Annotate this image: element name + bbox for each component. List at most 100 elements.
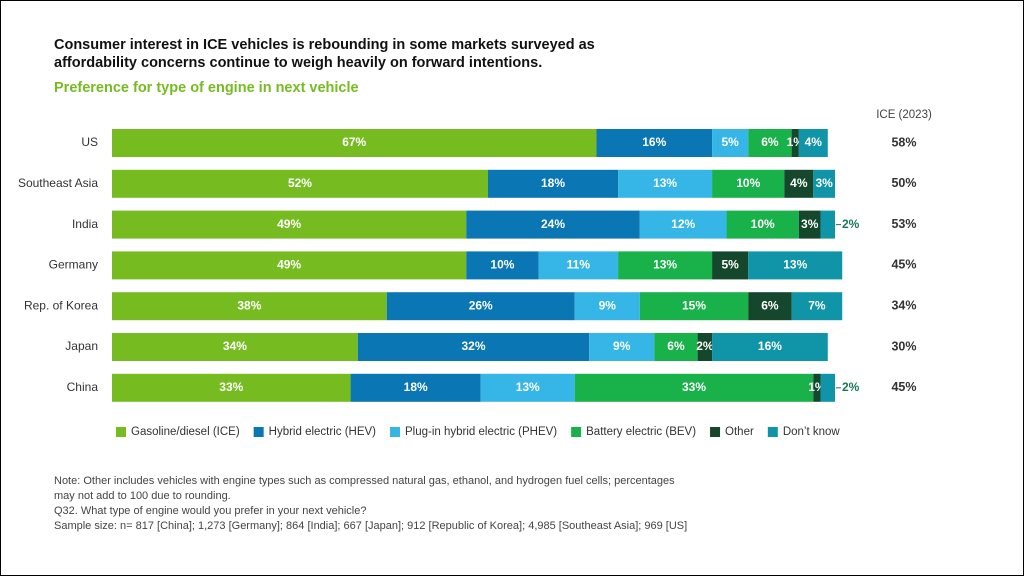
bar-segment — [466, 251, 539, 280]
bar-segment — [112, 210, 467, 239]
bar-segment — [791, 292, 843, 321]
bar-segment — [798, 129, 828, 157]
legend-swatch — [390, 427, 401, 437]
bar-segment — [748, 292, 792, 321]
value-label: 13% — [516, 380, 540, 394]
value-label: 13% — [653, 258, 677, 272]
value-label: 4% — [805, 135, 823, 149]
value-label: 32% — [461, 339, 485, 353]
bar-segment — [712, 251, 749, 280]
bar-segment — [589, 333, 655, 361]
ice-2023-value: 45% — [891, 258, 916, 272]
bar-segment — [813, 373, 821, 402]
value-label: 52% — [288, 176, 312, 190]
value-label: 49% — [277, 217, 301, 231]
value-label: 18% — [404, 380, 428, 394]
value-label: 9% — [613, 339, 631, 353]
legend-label: Gasoline/diesel (ICE) — [131, 426, 240, 438]
category-label: China — [67, 380, 99, 394]
bar-segment — [654, 333, 698, 361]
legend-label: Plug-in hybrid electric (PHEV) — [405, 426, 557, 438]
bar-segment — [639, 292, 749, 321]
bar-segment — [712, 333, 828, 361]
bar-segment — [112, 333, 358, 361]
value-label: 6% — [761, 298, 779, 312]
value-label: 18% — [541, 176, 565, 190]
legend-swatch — [571, 427, 582, 437]
value-label: 10% — [490, 258, 514, 272]
bar-segment — [748, 251, 843, 280]
legend-label: Don’t know — [783, 426, 841, 438]
legend-label: Battery electric (BEV) — [586, 426, 696, 438]
column-header: ICE (2023) — [876, 109, 932, 121]
bar-segment — [596, 129, 713, 157]
note: Sample size: n= 817 [China]; 1,273 [Germ… — [54, 520, 687, 532]
note: Note: Other includes vehicles with engin… — [54, 475, 675, 487]
bar-segment — [820, 210, 835, 239]
value-label: 4% — [790, 176, 808, 190]
bar-segment — [712, 129, 749, 157]
bar-segment — [618, 169, 713, 198]
bar-segment — [798, 210, 821, 239]
category-label: Japan — [65, 339, 98, 353]
value-label: 7% — [808, 298, 826, 312]
ice-2023-value: 58% — [891, 135, 916, 149]
value-label: 26% — [469, 298, 493, 312]
bar-segment — [112, 251, 467, 280]
ice-2023-value: 30% — [891, 339, 916, 353]
ice-2023-value: 45% — [891, 380, 916, 394]
value-label: 49% — [277, 258, 301, 272]
value-label: 3% — [801, 217, 819, 231]
value-label: 11% — [567, 258, 591, 272]
value-label: 33% — [219, 380, 243, 394]
value-label: 16% — [758, 339, 782, 353]
value-label: 9% — [599, 298, 617, 312]
bar-segment — [813, 169, 835, 198]
category-label: India — [72, 217, 98, 231]
ice-2023-value: 34% — [891, 298, 916, 312]
bar-segment — [697, 333, 713, 361]
bar-segment — [538, 251, 619, 280]
value-label: 2% — [842, 380, 860, 394]
legend-swatch — [116, 427, 126, 437]
bar-segment — [350, 373, 481, 402]
value-label: 67% — [342, 135, 366, 149]
legend-label: Other — [725, 426, 754, 438]
value-label: 3% — [815, 176, 833, 190]
bar-segment — [112, 129, 597, 157]
category-label: Germany — [49, 258, 98, 272]
chart-title: affordability concerns continue to weigh… — [54, 55, 542, 71]
value-label: 24% — [541, 217, 565, 231]
ice-2023-value: 53% — [891, 217, 916, 231]
chart-title: Consumer interest in ICE vehicles is reb… — [54, 37, 595, 53]
bar-segment — [712, 169, 785, 198]
chart-subtitle: Preference for type of engine in next ve… — [54, 80, 359, 96]
value-label: 33% — [682, 380, 706, 394]
note: may not add to 100 due to rounding. — [54, 490, 231, 502]
bar-segment — [487, 169, 619, 198]
bar-segment — [791, 129, 799, 157]
bar-segment — [112, 373, 351, 402]
value-label: 6% — [761, 135, 779, 149]
value-label: 6% — [667, 339, 685, 353]
value-label: 10% — [751, 217, 775, 231]
value-label: 16% — [642, 135, 666, 149]
ice-2023-value: 50% — [891, 176, 916, 190]
bar-segment — [618, 251, 713, 280]
category-label: US — [81, 135, 98, 149]
value-label: 13% — [783, 258, 807, 272]
value-label: 38% — [237, 298, 261, 312]
bar-segment — [820, 373, 835, 402]
legend-label: Hybrid electric (HEV) — [269, 426, 377, 438]
value-label: 12% — [671, 217, 695, 231]
bar-segment — [574, 373, 814, 402]
bar-segment — [112, 169, 488, 198]
value-label: 15% — [682, 298, 706, 312]
category-label: Rep. of Korea — [24, 298, 98, 312]
bar-segment — [480, 373, 575, 402]
bar-segment — [639, 210, 727, 239]
bar-segment — [466, 210, 640, 239]
legend-swatch — [710, 427, 721, 437]
